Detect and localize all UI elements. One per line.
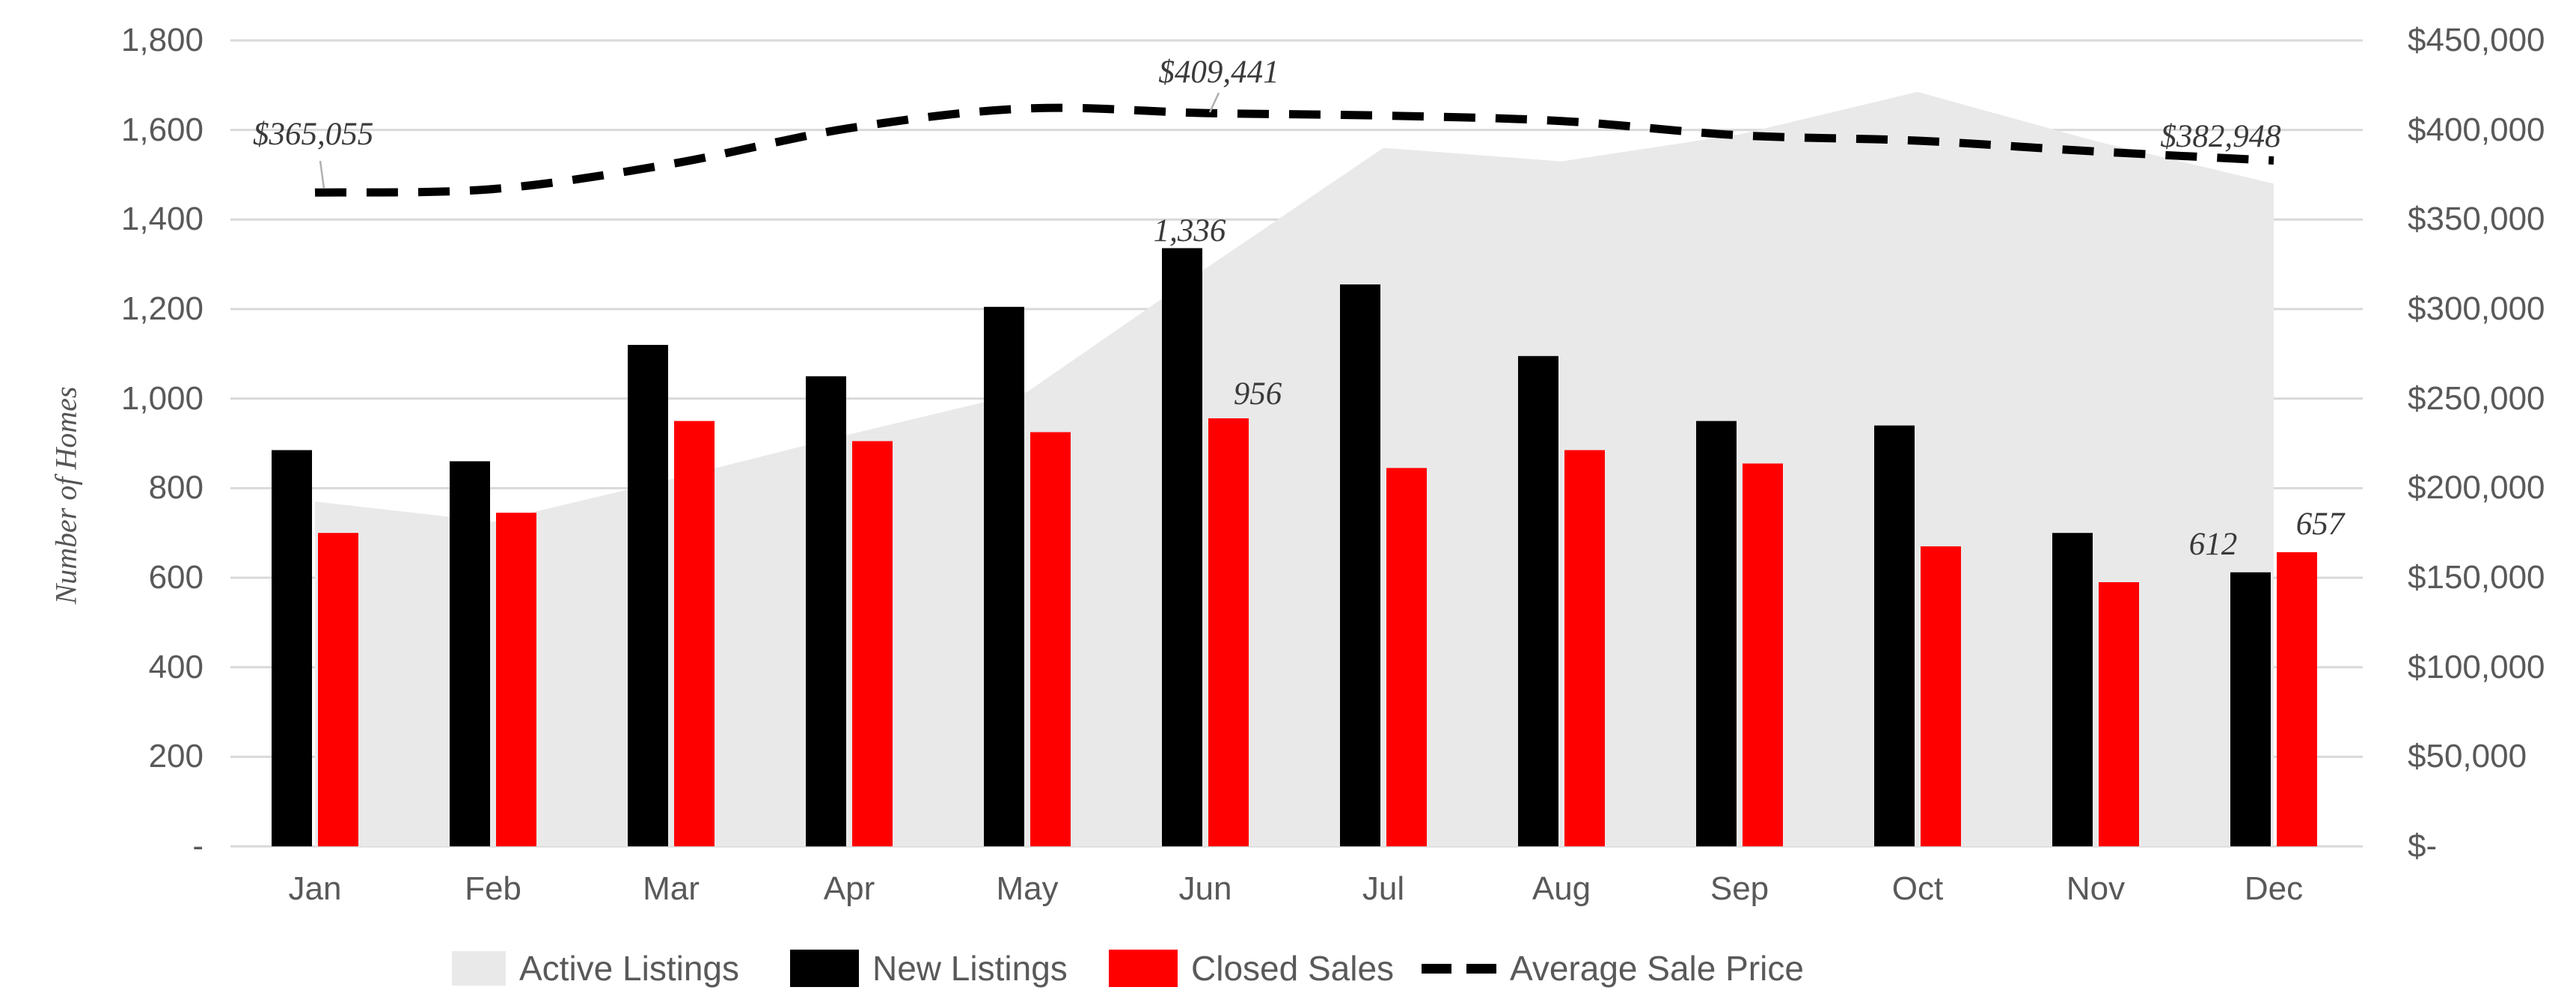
chart-legend: Active Listings New Listings Closed Sales A… bbox=[0, 947, 2576, 992]
area-active-listings bbox=[315, 91, 2274, 847]
bar-closed-sales-Nov bbox=[2099, 582, 2139, 846]
bar-closed-sales-Dec bbox=[2277, 552, 2317, 846]
legend-marker-bar-swatch bbox=[790, 950, 859, 987]
annotation-leader-line bbox=[1208, 92, 1220, 113]
month-label-Jun: Jun bbox=[1178, 870, 1232, 907]
left-axis-tick-1600: 1,600 bbox=[120, 111, 204, 148]
legend-label: Closed Sales bbox=[1191, 949, 1395, 988]
legend-item-average-sale-price: Average Sale Price bbox=[1422, 947, 1804, 989]
bar-closed-sales-Feb bbox=[496, 513, 536, 846]
bar-closed-sales-Jul bbox=[1386, 468, 1427, 846]
bar-closed-sales-May bbox=[1030, 432, 1071, 846]
right-axis-tick-300000: $300,000 bbox=[2408, 290, 2545, 327]
legend-item-closed-sales: Closed Sales bbox=[1109, 947, 1394, 989]
bar-new-listings-Sep bbox=[1696, 421, 1737, 846]
right-axis-tick-150000: $150,000 bbox=[2408, 559, 2545, 596]
annotation-new-listings-Jun: 1,336 bbox=[1153, 213, 1226, 248]
legend-marker-area-swatch bbox=[452, 951, 506, 986]
right-axis-tick-200000: $200,000 bbox=[2408, 469, 2545, 507]
left-axis-tick-1000: 1,000 bbox=[120, 379, 204, 417]
legend-label: Average Sale Price bbox=[1510, 949, 1804, 988]
bar-new-listings-Aug bbox=[1518, 355, 1558, 846]
right-axis-tick-50000: $50,000 bbox=[2408, 738, 2527, 775]
bar-closed-sales-Sep bbox=[1743, 463, 1783, 846]
month-label-Dec: Dec bbox=[2244, 870, 2304, 907]
month-label-May: May bbox=[996, 870, 1059, 907]
legend-label: New Listings bbox=[872, 949, 1068, 988]
legend-item-new-listings: New Listings bbox=[790, 947, 1068, 989]
month-label-Sep: Sep bbox=[1710, 870, 1769, 907]
bar-closed-sales-Aug bbox=[1564, 450, 1605, 846]
left-axis-title: Number of Homes bbox=[49, 386, 83, 605]
bar-new-listings-May bbox=[984, 307, 1024, 846]
left-axis-tick-200: 200 bbox=[148, 738, 204, 775]
bar-closed-sales-Mar bbox=[674, 421, 715, 846]
right-axis-tick-0: $- bbox=[2408, 828, 2438, 864]
bar-closed-sales-Jun bbox=[1208, 418, 1249, 846]
legend-marker-bar-swatch bbox=[1109, 950, 1178, 987]
bar-new-listings-Dec bbox=[2230, 572, 2271, 846]
left-axis-tick-800: 800 bbox=[148, 469, 204, 507]
bar-new-listings-Nov bbox=[2052, 533, 2093, 846]
month-label-Jul: Jul bbox=[1362, 870, 1405, 907]
bar-new-listings-Apr bbox=[806, 376, 846, 847]
bar-new-listings-Jun bbox=[1162, 248, 1202, 847]
bar-new-listings-Oct bbox=[1874, 425, 1915, 846]
month-label-Jan: Jan bbox=[288, 870, 342, 907]
left-axis-tick-1200: 1,200 bbox=[120, 290, 204, 327]
right-axis-tick-450000: $450,000 bbox=[2408, 22, 2545, 58]
bar-new-listings-Feb bbox=[450, 461, 490, 846]
month-label-Oct: Oct bbox=[1891, 870, 1944, 907]
bar-closed-sales-Apr bbox=[852, 441, 893, 846]
right-axis-tick-250000: $250,000 bbox=[2408, 379, 2545, 417]
month-label-Aug: Aug bbox=[1532, 870, 1591, 907]
annotation-closed-sales-Dec: 657 bbox=[2295, 507, 2345, 542]
annotation-average-sale-price-Jan: $365,055 bbox=[253, 117, 374, 152]
right-axis-tick-350000: $350,000 bbox=[2408, 201, 2545, 238]
annotation-closed-sales-Jun: 956 bbox=[1233, 376, 1282, 412]
left-axis-tick-1400: 1,400 bbox=[120, 201, 204, 238]
right-axis-tick-400000: $400,000 bbox=[2408, 111, 2545, 148]
legend-dash-icon bbox=[1466, 963, 1496, 974]
legend-label: Active Listings bbox=[519, 949, 740, 988]
left-axis-tick-1800: 1,800 bbox=[120, 22, 204, 58]
avg-sale-price-line bbox=[314, 103, 2274, 197]
legend-item-active-listings: Active Listings bbox=[452, 947, 739, 989]
annotation-average-sale-price-Dec: $382,948 bbox=[2160, 119, 2281, 154]
month-label-Feb: Feb bbox=[465, 870, 521, 907]
left-axis-tick-0: - bbox=[192, 828, 204, 864]
bar-new-listings-Jul bbox=[1340, 284, 1380, 847]
legend-dash-icon bbox=[1422, 963, 1451, 974]
left-axis-tick-600: 600 bbox=[148, 559, 204, 596]
right-axis-tick-100000: $100,000 bbox=[2408, 648, 2545, 685]
bar-new-listings-Mar bbox=[628, 344, 668, 846]
annotation-leader-line bbox=[319, 160, 325, 189]
annotation-average-sale-price-Jun: $409,441 bbox=[1158, 55, 1279, 90]
month-label-Mar: Mar bbox=[643, 870, 700, 907]
bar-closed-sales-Oct bbox=[1921, 546, 1961, 846]
annotation-new-listings-Dec: 612 bbox=[2188, 527, 2238, 562]
month-label-Apr: Apr bbox=[823, 870, 875, 907]
bar-new-listings-Jan bbox=[272, 450, 312, 846]
left-axis-tick-400: 400 bbox=[148, 648, 204, 685]
bar-closed-sales-Jan bbox=[318, 533, 358, 846]
legend-marker-dashes bbox=[1422, 963, 1496, 974]
month-label-Nov: Nov bbox=[2066, 870, 2126, 907]
